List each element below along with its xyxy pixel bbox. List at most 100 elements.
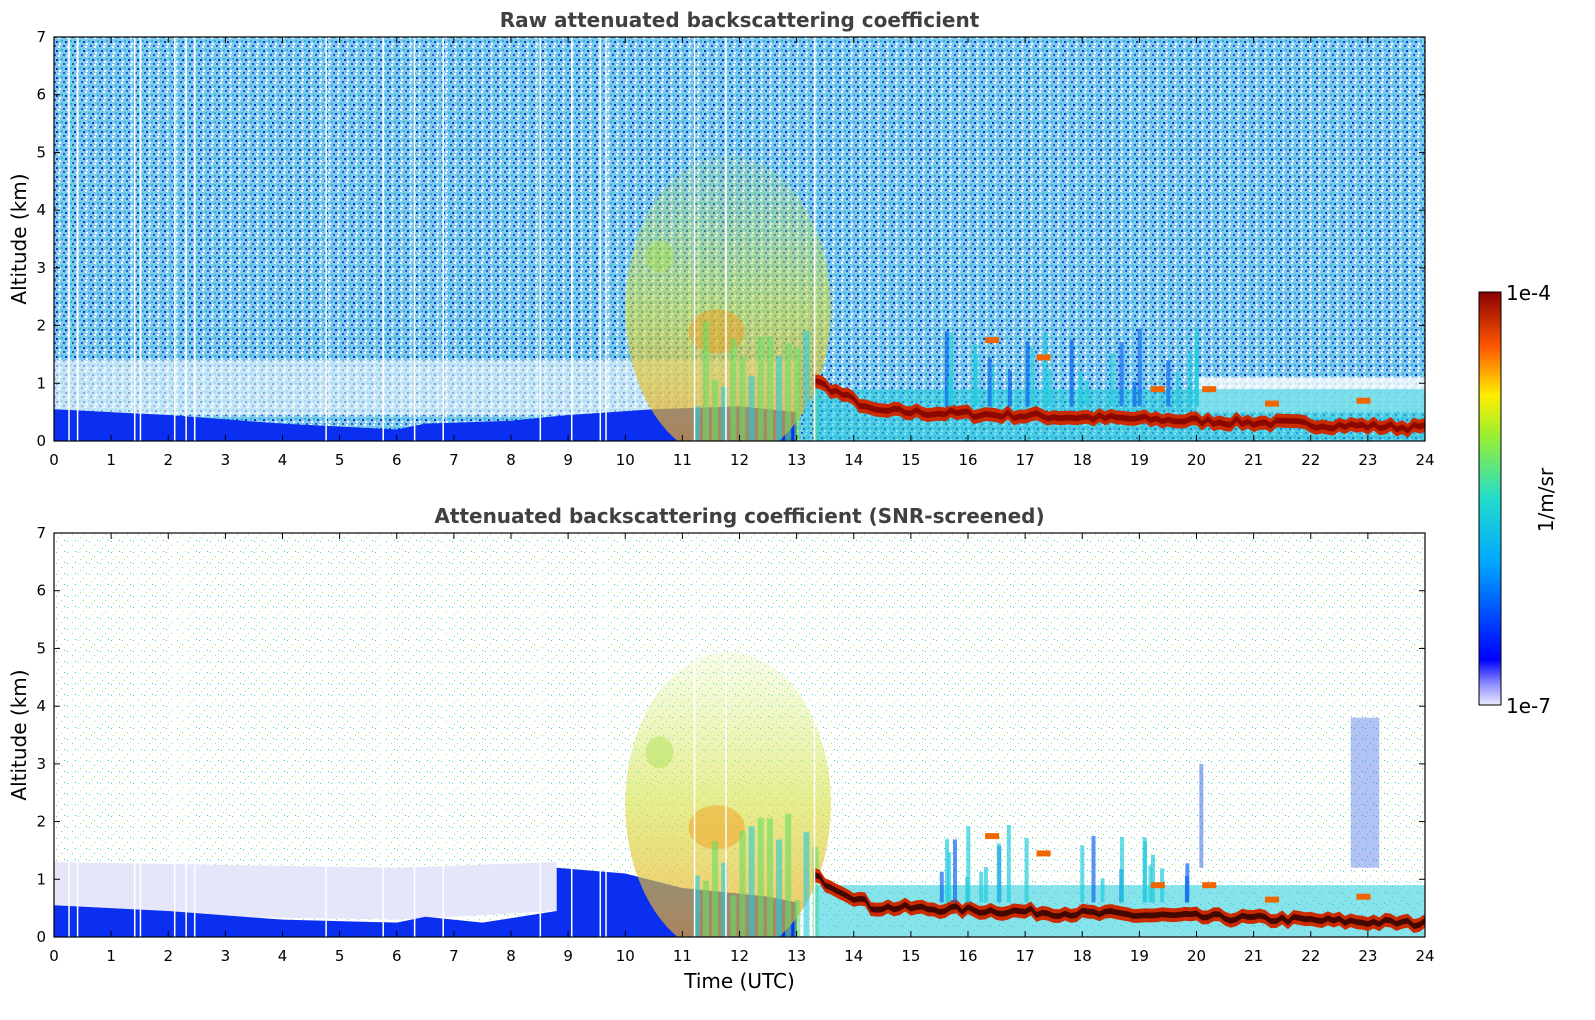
x-tick-label: 21 bbox=[1244, 947, 1263, 965]
cloud-streak bbox=[1109, 353, 1114, 407]
panel2-y-axis: 0 1 2 3 4 5 6 7 bbox=[36, 524, 1425, 946]
panel2-x-label: Time (UTC) bbox=[683, 969, 795, 993]
plume-streak bbox=[712, 841, 719, 937]
x-tick-label: 23 bbox=[1358, 451, 1377, 469]
x-tick-label: 20 bbox=[1187, 451, 1206, 469]
panel2-y-label: Altitude (km) bbox=[7, 669, 31, 800]
x-tick-label: 2 bbox=[163, 947, 173, 965]
cloud-streak bbox=[947, 852, 952, 903]
panel2-plot-area bbox=[54, 533, 1425, 937]
data-gap bbox=[76, 533, 79, 937]
cloud-patch bbox=[1150, 882, 1165, 889]
x-tick-label: 17 bbox=[1016, 451, 1035, 469]
data-gap bbox=[693, 37, 696, 441]
plume-streak bbox=[776, 356, 783, 441]
x-tick-label: 15 bbox=[901, 451, 920, 469]
x-tick-label: 18 bbox=[1073, 451, 1092, 469]
x-tick-label: 3 bbox=[221, 451, 231, 469]
data-gap bbox=[570, 37, 573, 441]
cloud-streak bbox=[1100, 878, 1105, 903]
x-tick-label: 0 bbox=[49, 947, 59, 965]
y-tick-label: 7 bbox=[36, 28, 46, 46]
plume-streak bbox=[712, 379, 719, 441]
x-tick-label: 24 bbox=[1415, 451, 1434, 469]
y-tick-label: 2 bbox=[36, 317, 46, 335]
x-tick-label: 8 bbox=[506, 947, 516, 965]
panel2-title: Attenuated backscattering coefficient (S… bbox=[434, 504, 1044, 528]
x-tick-label: 1 bbox=[106, 947, 116, 965]
cloud-streak bbox=[1148, 865, 1153, 903]
cloud-patch bbox=[1265, 896, 1280, 903]
data-gap bbox=[539, 37, 542, 441]
colorbar bbox=[1478, 291, 1502, 706]
data-gap bbox=[185, 37, 187, 441]
x-tick-label: 14 bbox=[844, 947, 863, 965]
cloud-core bbox=[813, 378, 1425, 434]
data-gap bbox=[605, 533, 607, 937]
cloud-streak bbox=[1047, 368, 1052, 407]
x-tick-label: 10 bbox=[616, 451, 635, 469]
plume-streak bbox=[794, 900, 801, 937]
cloud-patch bbox=[1356, 893, 1371, 900]
plume-streak bbox=[776, 839, 783, 937]
x-tick-label: 22 bbox=[1301, 451, 1320, 469]
y-tick-label: 5 bbox=[36, 143, 46, 161]
cloud-streak bbox=[1166, 360, 1171, 407]
y-tick-label: 5 bbox=[36, 639, 46, 657]
data-gap bbox=[605, 37, 607, 441]
data-gap bbox=[725, 37, 727, 441]
x-tick-label: 24 bbox=[1415, 947, 1434, 965]
cloud-streak bbox=[1188, 350, 1193, 407]
panel1-title: Raw attenuated backscattering coefficien… bbox=[500, 8, 980, 32]
data-gap bbox=[813, 37, 816, 441]
cloud-patch bbox=[1150, 386, 1165, 393]
x-tick-label: 14 bbox=[844, 451, 863, 469]
x-tick-label: 10 bbox=[616, 947, 635, 965]
y-tick-label: 4 bbox=[36, 697, 46, 715]
cloud-streak bbox=[974, 354, 979, 407]
plume-streak bbox=[757, 336, 764, 441]
cloud-streak bbox=[1091, 835, 1096, 903]
plume-streak bbox=[803, 330, 810, 441]
data-gap bbox=[599, 37, 602, 441]
plume-streak bbox=[730, 339, 737, 441]
data-gap bbox=[76, 37, 79, 441]
cloud-streak bbox=[1185, 863, 1190, 903]
plume-streak bbox=[766, 336, 773, 441]
boundary-layer bbox=[54, 406, 797, 441]
cloud-patch bbox=[985, 337, 1000, 344]
cloud-streak bbox=[1084, 380, 1089, 407]
cloud-streak bbox=[966, 826, 971, 903]
data-gap bbox=[193, 37, 196, 441]
x-tick-label: 6 bbox=[392, 947, 402, 965]
plume-streak bbox=[748, 826, 755, 937]
plume-tail bbox=[645, 736, 674, 769]
x-tick-label: 16 bbox=[958, 451, 977, 469]
panel1-y-axis: 0 1 2 3 4 5 6 7 bbox=[36, 28, 1425, 450]
x-tick-label: 22 bbox=[1301, 947, 1320, 965]
plume-streak bbox=[794, 347, 801, 441]
cloud-patch bbox=[1202, 386, 1217, 393]
data-gap bbox=[325, 533, 327, 937]
x-tick-label: 6 bbox=[392, 451, 402, 469]
panel2-x-axis: 0 1 2 3 4 5 6 7 8 9 10 11 12 13 14 15 16 17 18 19 20 21 22 23 24 bbox=[49, 533, 1435, 965]
plume-streak bbox=[803, 832, 810, 937]
x-tick-label: 5 bbox=[335, 451, 345, 469]
boundary-layer bbox=[54, 867, 797, 937]
panel1-y-label: Altitude (km) bbox=[7, 173, 31, 304]
upper-cluster bbox=[1350, 717, 1380, 868]
cloud-patch bbox=[1265, 400, 1280, 407]
x-tick-label: 18 bbox=[1073, 947, 1092, 965]
plume-streak bbox=[785, 813, 792, 937]
colorbar-unit-label: 1/m/sr bbox=[1534, 467, 1558, 532]
cloud-streak bbox=[1007, 370, 1012, 407]
cloud-patch bbox=[1356, 397, 1371, 404]
plume-streak bbox=[739, 357, 746, 441]
y-tick-label: 4 bbox=[36, 201, 46, 219]
y-tick-label: 2 bbox=[36, 813, 46, 831]
cloud-patch bbox=[1036, 850, 1051, 857]
cloud-streak bbox=[1175, 371, 1180, 407]
plume-streak bbox=[730, 895, 737, 937]
cloud-streak bbox=[1120, 836, 1125, 903]
data-gap bbox=[413, 533, 416, 937]
